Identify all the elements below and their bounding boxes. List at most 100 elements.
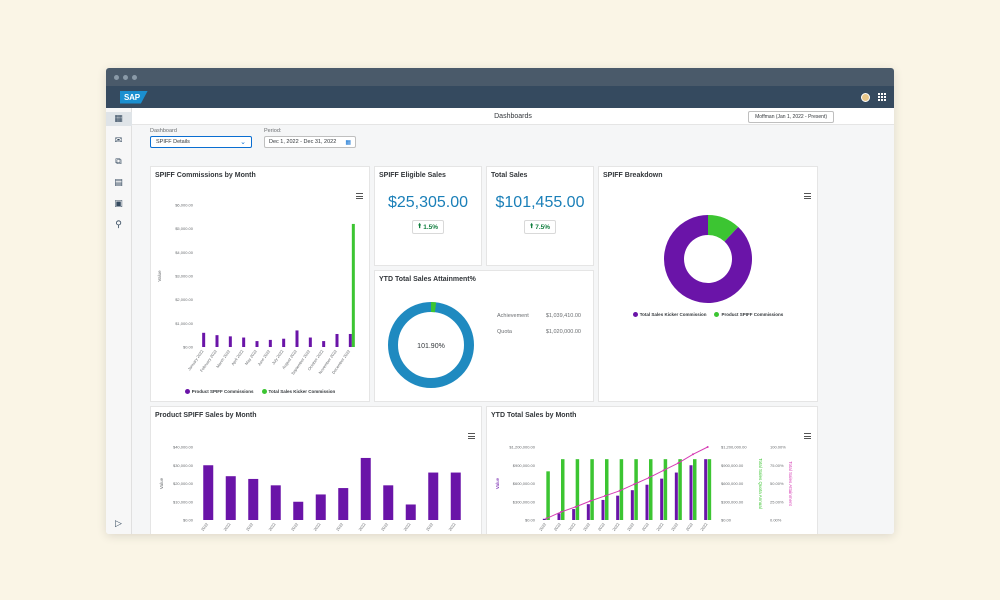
line-point bbox=[648, 476, 650, 479]
nav-mail-icon[interactable]: ✉ bbox=[114, 136, 123, 146]
nav-document-icon[interactable]: ▤ bbox=[114, 178, 123, 188]
chart-menu-icon[interactable] bbox=[356, 193, 363, 199]
legend-item[interactable]: Total Sales Kicker Commission bbox=[632, 312, 707, 317]
y-tick-label: $300,000.00 bbox=[721, 499, 744, 504]
y-tick-label: 25.00% bbox=[770, 499, 784, 504]
nav-expand-icon[interactable]: ▷ bbox=[115, 519, 122, 529]
y-tick-label: $2,000.00 bbox=[175, 297, 194, 302]
bar bbox=[704, 459, 708, 520]
attainment-row-value: $1,039,410.00 bbox=[545, 313, 581, 319]
legend-item[interactable]: Product SPIFF Commissions bbox=[714, 312, 783, 317]
bar bbox=[605, 459, 609, 520]
card-title: Total Sales bbox=[491, 172, 528, 179]
attainment-row-label: Quota bbox=[497, 329, 512, 335]
period-date-picker[interactable]: Dec 1, 2022 - Dec 31, 2022 ▦ bbox=[264, 136, 356, 148]
attainment-line bbox=[546, 446, 708, 519]
attainment-donut: 101.90% bbox=[388, 302, 474, 388]
x-tick-label: 2022 bbox=[685, 521, 695, 532]
y-tick-label: $0.00 bbox=[525, 518, 536, 523]
spiff-breakdown-chart bbox=[664, 215, 752, 303]
attainment-row-label: Achievement bbox=[497, 313, 529, 319]
chart-menu-icon[interactable] bbox=[468, 433, 475, 439]
x-tick-label: 2022 bbox=[312, 521, 322, 532]
card-title: Product SPIFF Sales by Month bbox=[155, 412, 257, 419]
nav-dashboard-icon[interactable]: ▦ bbox=[106, 112, 132, 126]
window-maximize-dot[interactable] bbox=[132, 74, 137, 80]
bar bbox=[338, 488, 349, 520]
bar bbox=[707, 459, 712, 520]
legend-label: Product SPIFF Commissions bbox=[191, 389, 254, 394]
bar bbox=[248, 478, 259, 520]
legend-item[interactable]: Product SPIFF Commissions bbox=[184, 389, 254, 394]
bar bbox=[678, 459, 682, 520]
x-tick-label: 2022 bbox=[425, 521, 435, 532]
bar bbox=[295, 330, 299, 347]
dashboard-select-value: SPIFF Details bbox=[156, 139, 190, 145]
bar bbox=[270, 485, 281, 520]
bar bbox=[322, 341, 326, 347]
chart-menu-icon[interactable] bbox=[804, 433, 811, 439]
y-axis-label: Value bbox=[495, 477, 500, 489]
bar bbox=[360, 457, 371, 520]
bar bbox=[282, 338, 286, 347]
bar bbox=[586, 504, 590, 520]
line-point bbox=[618, 489, 621, 492]
x-tick-label: 2022 bbox=[200, 521, 210, 532]
bar bbox=[634, 459, 638, 520]
line-point bbox=[633, 483, 636, 486]
x-tick-label: 2022 bbox=[699, 521, 709, 532]
chart-menu-icon[interactable] bbox=[804, 193, 811, 199]
kpi-delta-value: 1.5% bbox=[423, 223, 439, 231]
x-tick-label: 2022 bbox=[655, 521, 665, 532]
window-close-dot[interactable] bbox=[114, 74, 119, 80]
y-tick-label: $600,000.00 bbox=[721, 481, 744, 486]
attainment-center-label: 101.90% bbox=[417, 343, 445, 350]
legend-item[interactable]: Total Sales Kicker Commission bbox=[261, 389, 335, 394]
user-period-button[interactable]: Moffman (Jan 1, 2022 - Present) bbox=[748, 111, 834, 123]
attainment-row-value: $1,020,000.00 bbox=[545, 329, 581, 335]
nav-copy-icon[interactable]: ⧉ bbox=[115, 157, 122, 167]
x-tick-label: 2022 bbox=[582, 521, 592, 532]
page-header: Dashboards Moffman (Jan 1, 2022 - Presen… bbox=[132, 108, 894, 125]
nav-search-icon[interactable]: ⚲ bbox=[115, 220, 122, 230]
bar bbox=[348, 333, 352, 347]
legend-label: Total Sales Kicker Commission bbox=[639, 312, 707, 317]
sap-logo[interactable]: SAP bbox=[120, 90, 148, 104]
y-tick-label: $0.00 bbox=[721, 518, 732, 523]
spiff-eligible-sales-card: SPIFF Eligible Sales $25,305.00 🠙 1.5% bbox=[374, 166, 482, 266]
dashboard-select[interactable]: SPIFF Details ⌄ bbox=[150, 136, 252, 148]
app-grid-icon[interactable] bbox=[878, 93, 886, 101]
bar bbox=[601, 499, 605, 520]
line-point bbox=[589, 500, 592, 503]
calendar-icon[interactable]: ▦ bbox=[345, 139, 351, 146]
user-avatar[interactable] bbox=[861, 92, 870, 102]
card-title: SPIFF Eligible Sales bbox=[379, 172, 446, 179]
bar bbox=[674, 472, 678, 520]
bar bbox=[693, 459, 697, 520]
y-axis-label: Value bbox=[159, 477, 164, 489]
y-tick-label: $300,000.00 bbox=[513, 499, 536, 504]
bar bbox=[542, 518, 546, 520]
bar bbox=[557, 513, 561, 520]
kpi-delta-badge: 🠙 7.5% bbox=[524, 220, 556, 234]
y-tick-label: $3,000.00 bbox=[175, 274, 194, 279]
y-axis-label: Value bbox=[157, 270, 162, 282]
y-tick-label: $900,000.00 bbox=[513, 463, 536, 468]
x-tick-label: 2022 bbox=[222, 521, 232, 532]
x-tick-label: 2022 bbox=[567, 521, 577, 532]
y-tick-label: $1,200,000.00 bbox=[509, 445, 535, 450]
y-tick-label: 50.00% bbox=[770, 481, 784, 486]
x-tick-label: 2022 bbox=[611, 521, 621, 532]
main-content: Dashboards Moffman (Jan 1, 2022 - Presen… bbox=[132, 108, 894, 534]
kpi-delta-value: 7.5% bbox=[535, 223, 551, 231]
bar bbox=[428, 472, 439, 520]
donut-slice bbox=[664, 215, 752, 303]
window-minimize-dot[interactable] bbox=[123, 74, 128, 80]
line-point bbox=[677, 462, 680, 465]
kpi-value: $25,305.00 bbox=[387, 194, 469, 211]
bar bbox=[351, 223, 355, 347]
bar bbox=[660, 478, 664, 520]
nav-notebook-icon[interactable]: ▣ bbox=[114, 199, 123, 209]
y-tick-label: $5,000.00 bbox=[175, 226, 194, 231]
y-tick-label: 75.00% bbox=[770, 463, 784, 468]
